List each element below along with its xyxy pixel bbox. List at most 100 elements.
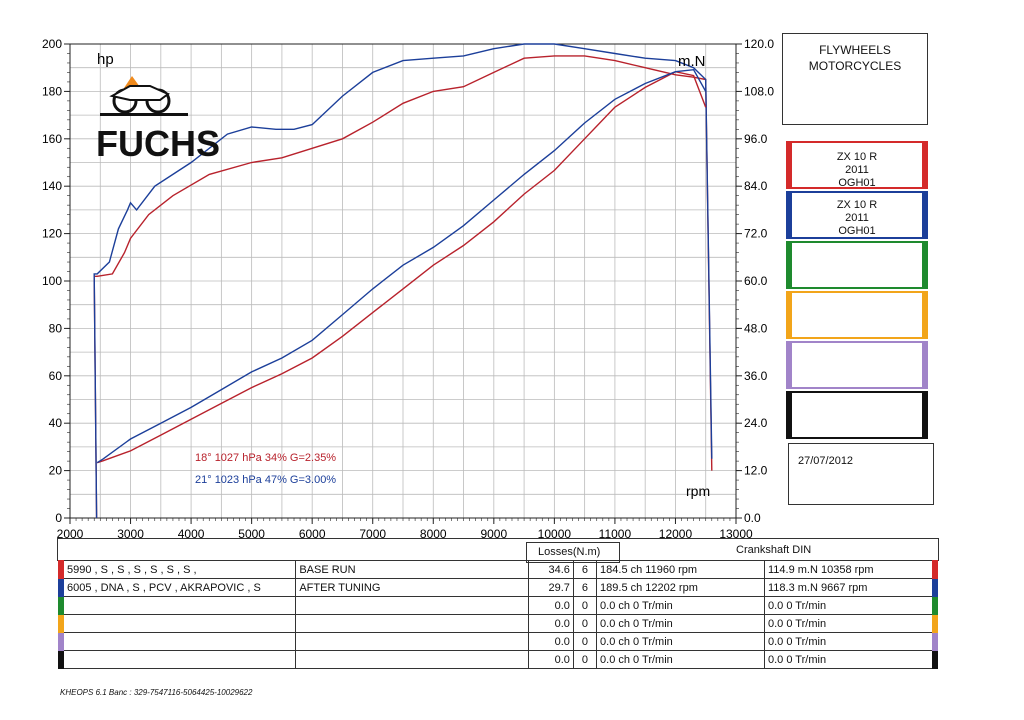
cell-name: BASE RUN — [295, 560, 529, 579]
table-row: 6005 , DNA , S , PCV , AKRAPOVIC , S AFTE… — [58, 578, 938, 597]
y-left-tick-label: 0 — [55, 511, 62, 525]
cell-loss: 0.0 — [527, 614, 574, 633]
cell-torque: 0.0 0 Tr/min — [763, 596, 938, 615]
cell-n: 0 — [572, 614, 598, 633]
table-header-box — [57, 538, 939, 561]
y-left-tick-label: 140 — [42, 179, 62, 193]
cell-config — [58, 596, 297, 615]
table-row: 5990 , S , S , S , S , S , S , BASE RUN 34… — [58, 560, 938, 579]
y-left-tick-label: 200 — [42, 37, 62, 51]
y-left-tick-label: 20 — [49, 464, 63, 478]
x-tick-label: 3000 — [117, 527, 144, 541]
y-right-tick-label: 108.0 — [744, 84, 774, 98]
footer-info: KHEOPS 6.1 Banc : 329-7547116-5064425-10… — [60, 688, 253, 697]
y-right-tick-label: 72.0 — [744, 227, 768, 241]
y-left-tick-label: 80 — [49, 321, 63, 335]
y-right-tick-label: 60.0 — [744, 274, 768, 288]
chart-axes: 2000 3000 4000 5000 6000 7000 8000 9000 10000 110… — [42, 37, 774, 541]
cell-n: 6 — [572, 578, 598, 597]
y-right-tick-label: 48.0 — [744, 321, 768, 335]
cell-name — [295, 650, 529, 669]
cell-name — [295, 632, 529, 651]
legend-slot[interactable] — [786, 291, 928, 339]
cell-n: 0 — [572, 596, 598, 615]
y-right-tick-label: 12.0 — [744, 464, 768, 478]
x-tick-label: 8000 — [420, 527, 447, 541]
cell-config — [58, 614, 297, 633]
losses-header: Losses(N.m) — [538, 546, 601, 558]
cell-name — [295, 614, 529, 633]
cell-power: 184.5 ch 11960 rpm — [596, 560, 765, 579]
test-date: 27/07/2012 — [798, 455, 854, 467]
x-tick-label: 12000 — [659, 527, 693, 541]
cell-torque: 0.0 0 Tr/min — [763, 614, 938, 633]
legend-slot[interactable] — [786, 391, 928, 439]
cell-torque: 0.0 0 Tr/min — [763, 632, 938, 651]
legend-slot[interactable] — [786, 241, 928, 289]
y-right-tick-label: 84.0 — [744, 179, 768, 193]
cell-n: 0 — [572, 632, 598, 651]
cell-config — [58, 650, 297, 669]
x-tick-label: 2000 — [57, 527, 84, 541]
table-row: 0.0 0 0.0 ch 0 Tr/min 0.0 0 Tr/min — [58, 614, 938, 633]
legend-slot[interactable]: ZX 10 R 2011 OGH01 — [786, 191, 928, 239]
date-box — [788, 443, 934, 505]
cell-loss: 0.0 — [527, 596, 574, 615]
cell-loss: 34.6 — [527, 560, 574, 579]
series-line — [96, 68, 707, 464]
results-table: 5990 , S , S , S , S , S , S , BASE RUN 34… — [58, 560, 938, 669]
legend-slot[interactable] — [786, 341, 928, 389]
table-row: 0.0 0 0.0 ch 0 Tr/min 0.0 0 Tr/min — [58, 596, 938, 615]
cell-n: 0 — [572, 650, 598, 669]
conditions-annotation-tuned: 21° 1023 hPa 47% G=3.00% — [195, 474, 336, 486]
table-row: 0.0 0 0.0 ch 0 Tr/min 0.0 0 Tr/min — [58, 650, 938, 669]
cell-power: 189.5 ch 12202 rpm — [596, 578, 765, 597]
x-tick-label: 13000 — [719, 527, 753, 541]
series-line — [93, 43, 713, 519]
cell-torque: 118.3 m.N 9667 rpm — [763, 578, 938, 597]
cell-power: 0.0 ch 0 Tr/min — [596, 614, 765, 633]
crankshaft-header: Crankshaft DIN — [736, 544, 812, 556]
cell-config: 5990 , S , S , S , S , S , S , — [58, 560, 297, 579]
cell-torque: 0.0 0 Tr/min — [763, 650, 938, 669]
cell-power: 0.0 ch 0 Tr/min — [596, 632, 765, 651]
cell-loss: 29.7 — [527, 578, 574, 597]
cell-config — [58, 632, 297, 651]
x-tick-label: 4000 — [178, 527, 205, 541]
y-right-label: m.N — [678, 53, 706, 70]
y-left-label: hp — [97, 51, 114, 68]
cell-name: AFTER TUNING — [295, 578, 529, 597]
y-left-tick-label: 60 — [49, 369, 63, 383]
x-tick-label: 10000 — [538, 527, 572, 541]
series-line — [93, 55, 713, 519]
y-left-tick-label: 100 — [42, 274, 62, 288]
cell-power: 0.0 ch 0 Tr/min — [596, 596, 765, 615]
series-line — [96, 70, 707, 464]
x-tick-label: 11000 — [599, 527, 632, 541]
title-line-1: FLYWHEELS — [819, 43, 891, 57]
x-tick-label: 7000 — [359, 527, 386, 541]
x-axis-label: rpm — [686, 483, 710, 499]
y-left-tick-label: 180 — [42, 84, 62, 98]
y-left-tick-label: 160 — [42, 132, 62, 146]
legend-slot[interactable]: ZX 10 R 2011 OGH01 — [786, 141, 928, 189]
conditions-annotation-base: 18° 1027 hPa 34% G=2.35% — [195, 452, 336, 464]
title-box: FLYWHEELS MOTORCYCLES — [782, 33, 928, 125]
x-tick-label: 6000 — [299, 527, 326, 541]
cell-loss: 0.0 — [527, 632, 574, 651]
logo-text: FUCHS — [96, 123, 220, 164]
y-left-tick-label: 40 — [49, 416, 63, 430]
x-tick-label: 5000 — [238, 527, 265, 541]
x-tick-label: 9000 — [480, 527, 507, 541]
y-right-tick-label: 24.0 — [744, 416, 768, 430]
table-row: 0.0 0 0.0 ch 0 Tr/min 0.0 0 Tr/min — [58, 632, 938, 651]
cell-n: 6 — [572, 560, 598, 579]
cell-loss: 0.0 — [527, 650, 574, 669]
chart-series — [93, 43, 713, 519]
y-right-tick-label: 36.0 — [744, 369, 768, 383]
cell-power: 0.0 ch 0 Tr/min — [596, 650, 765, 669]
y-right-tick-label: 96.0 — [744, 132, 768, 146]
cell-config: 6005 , DNA , S , PCV , AKRAPOVIC , S — [58, 578, 297, 597]
y-right-tick-label: 0.0 — [744, 511, 761, 525]
